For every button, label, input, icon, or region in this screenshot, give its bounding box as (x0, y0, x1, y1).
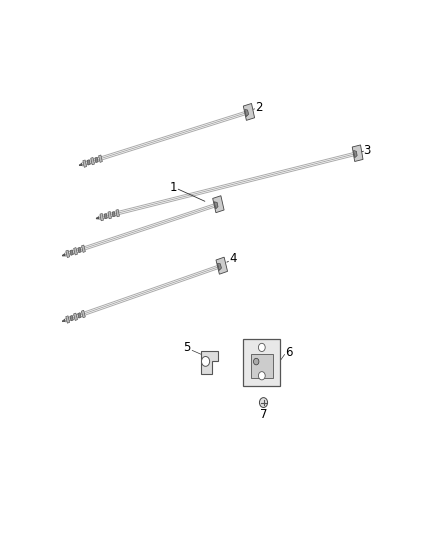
Circle shape (258, 343, 265, 352)
Polygon shape (79, 163, 82, 166)
Polygon shape (78, 313, 81, 318)
Polygon shape (74, 313, 78, 320)
Text: 1: 1 (170, 181, 177, 193)
Polygon shape (70, 250, 73, 255)
Circle shape (258, 372, 265, 380)
Text: 5: 5 (184, 341, 191, 353)
Polygon shape (87, 160, 90, 165)
Polygon shape (83, 160, 87, 167)
Polygon shape (81, 310, 85, 318)
Polygon shape (66, 250, 70, 257)
Polygon shape (62, 254, 65, 256)
Polygon shape (112, 212, 115, 217)
Polygon shape (70, 316, 73, 321)
Text: 2: 2 (254, 101, 262, 114)
Text: 3: 3 (364, 144, 371, 157)
Text: 7: 7 (260, 408, 267, 422)
Polygon shape (62, 319, 65, 322)
Polygon shape (96, 216, 99, 219)
Polygon shape (214, 202, 218, 209)
Polygon shape (353, 150, 357, 158)
Polygon shape (216, 257, 227, 274)
Polygon shape (213, 196, 224, 213)
Circle shape (201, 357, 210, 366)
Circle shape (259, 398, 268, 407)
Text: 4: 4 (229, 253, 237, 265)
Polygon shape (243, 103, 254, 120)
Polygon shape (66, 316, 70, 323)
Polygon shape (81, 245, 85, 253)
Polygon shape (104, 214, 107, 219)
Polygon shape (74, 248, 78, 255)
Polygon shape (201, 351, 219, 374)
Text: 6: 6 (285, 345, 293, 359)
Polygon shape (99, 155, 102, 163)
Polygon shape (78, 247, 81, 253)
Circle shape (254, 358, 259, 365)
Polygon shape (91, 157, 95, 165)
Polygon shape (352, 145, 363, 161)
Polygon shape (243, 339, 280, 386)
Polygon shape (245, 109, 249, 117)
Polygon shape (116, 209, 120, 217)
Polygon shape (95, 157, 98, 163)
Polygon shape (108, 212, 111, 219)
Polygon shape (100, 214, 103, 221)
Polygon shape (218, 263, 222, 270)
Bar (251, 354, 272, 378)
